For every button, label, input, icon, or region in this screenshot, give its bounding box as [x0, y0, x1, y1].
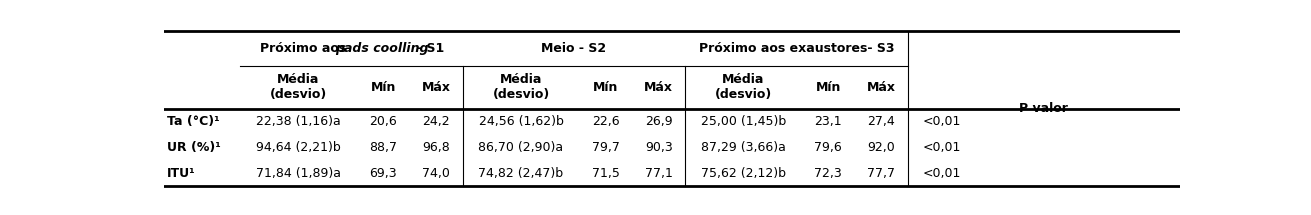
- Text: 24,56 (1,62)b: 24,56 (1,62)b: [479, 115, 564, 128]
- Text: Mín: Mín: [815, 81, 842, 94]
- Text: Meio - S2: Meio - S2: [541, 42, 607, 55]
- Text: Máx: Máx: [644, 81, 673, 94]
- Text: P valor: P valor: [1020, 102, 1068, 115]
- Text: 79,7: 79,7: [591, 141, 620, 154]
- Text: 77,7: 77,7: [867, 167, 895, 180]
- Text: Ta (°C)¹: Ta (°C)¹: [166, 115, 219, 128]
- Text: ITU¹: ITU¹: [166, 167, 195, 180]
- Text: 90,3: 90,3: [645, 141, 673, 154]
- Text: 26,9: 26,9: [645, 115, 673, 128]
- Text: 79,6: 79,6: [814, 141, 842, 154]
- Text: Máx: Máx: [867, 81, 895, 94]
- Text: 20,6: 20,6: [370, 115, 397, 128]
- Text: 25,00 (1,45)b: 25,00 (1,45)b: [701, 115, 787, 128]
- Text: Mín: Mín: [371, 81, 396, 94]
- Text: 94,64 (2,21)b: 94,64 (2,21)b: [256, 141, 341, 154]
- Text: Mín: Mín: [593, 81, 619, 94]
- Text: Média
(desvio): Média (desvio): [270, 73, 328, 101]
- Text: 72,3: 72,3: [814, 167, 842, 180]
- Text: Próximo aos exaustores- S3: Próximo aos exaustores- S3: [699, 42, 894, 55]
- Text: UR (%)¹: UR (%)¹: [166, 141, 220, 154]
- Text: 27,4: 27,4: [868, 115, 895, 128]
- Text: Máx: Máx: [422, 81, 451, 94]
- Text: 92,0: 92,0: [868, 141, 895, 154]
- Text: 71,84 (1,89)a: 71,84 (1,89)a: [256, 167, 341, 180]
- Text: 74,82 (2,47)b: 74,82 (2,47)b: [479, 167, 564, 180]
- Text: pads coolling: pads coolling: [336, 42, 429, 55]
- Text: 23,1: 23,1: [814, 115, 842, 128]
- Text: <0,01: <0,01: [923, 115, 961, 128]
- Text: 69,3: 69,3: [370, 167, 397, 180]
- Text: 74,0: 74,0: [422, 167, 450, 180]
- Text: - S1: - S1: [417, 42, 444, 55]
- Text: 77,1: 77,1: [645, 167, 673, 180]
- Text: 71,5: 71,5: [591, 167, 620, 180]
- Text: 22,6: 22,6: [593, 115, 620, 128]
- Text: <0,01: <0,01: [923, 167, 961, 180]
- Text: 75,62 (2,12)b: 75,62 (2,12)b: [701, 167, 787, 180]
- Text: 96,8: 96,8: [422, 141, 450, 154]
- Text: Média
(desvio): Média (desvio): [493, 73, 549, 101]
- Text: 22,38 (1,16)a: 22,38 (1,16)a: [256, 115, 341, 128]
- Text: 87,29 (3,66)a: 87,29 (3,66)a: [701, 141, 787, 154]
- Text: Média
(desvio): Média (desvio): [714, 73, 772, 101]
- Text: 88,7: 88,7: [370, 141, 397, 154]
- Text: Próximo aos: Próximo aos: [260, 42, 350, 55]
- Text: <0,01: <0,01: [923, 141, 961, 154]
- Text: 24,2: 24,2: [422, 115, 450, 128]
- Text: 86,70 (2,90)a: 86,70 (2,90)a: [479, 141, 564, 154]
